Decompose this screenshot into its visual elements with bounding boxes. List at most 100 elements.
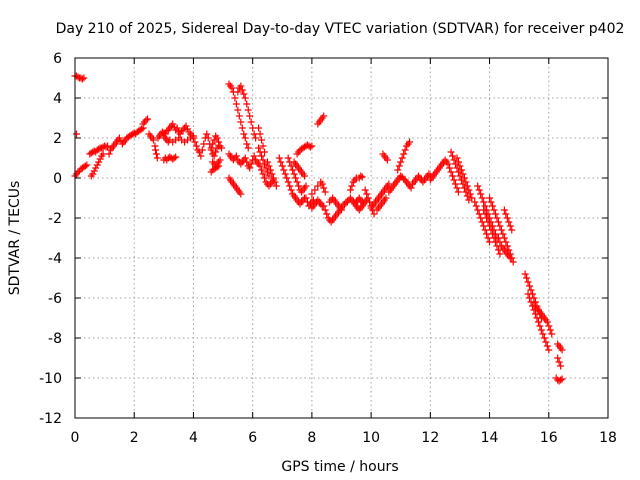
data-point [545, 322, 553, 330]
data-point [496, 238, 504, 246]
data-point [557, 362, 565, 370]
y-tick-label: -4 [48, 251, 62, 267]
data-point [456, 162, 464, 170]
data-point [200, 140, 208, 148]
data-point [486, 194, 494, 202]
data-point [295, 182, 303, 190]
data-point [491, 210, 499, 218]
data-point [95, 145, 103, 153]
data-point [237, 82, 245, 90]
data-point [320, 202, 328, 210]
data-point [450, 176, 458, 184]
data-point [259, 156, 267, 164]
data-point [468, 194, 476, 202]
data-point [250, 152, 258, 160]
data-point [480, 206, 488, 214]
data-point [527, 286, 535, 294]
data-point [542, 338, 550, 346]
data-point [204, 134, 212, 142]
data-point [261, 174, 269, 182]
data-point [487, 198, 495, 206]
data-point [308, 190, 316, 198]
data-point [446, 164, 454, 172]
data-point [215, 142, 223, 150]
y-tick-label: 0 [53, 171, 62, 187]
data-point [554, 354, 562, 362]
data-point [457, 166, 465, 174]
data-point [480, 222, 488, 230]
data-point [178, 127, 186, 135]
data-point [505, 218, 513, 226]
data-point [449, 172, 457, 180]
x-tick-label: 4 [189, 430, 198, 446]
data-point [401, 146, 409, 154]
data-point [176, 130, 184, 138]
data-point [169, 120, 177, 128]
data-point [72, 130, 80, 138]
data-point [232, 152, 240, 160]
data-point [483, 214, 491, 222]
x-tick-label: 12 [421, 430, 439, 446]
data-point [259, 170, 267, 178]
x-tick-label: 14 [481, 430, 499, 446]
data-point [228, 84, 236, 92]
data-point [533, 314, 541, 322]
data-point [142, 116, 150, 124]
data-point [240, 90, 248, 98]
data-point [247, 160, 255, 168]
data-point [484, 234, 492, 242]
data-point [237, 190, 245, 198]
data-point [320, 184, 328, 192]
data-point [454, 188, 462, 196]
data-point [210, 152, 218, 160]
data-point [90, 147, 98, 155]
data-point [284, 154, 292, 162]
data-point [471, 198, 479, 206]
data-point [241, 94, 249, 102]
x-tick-label: 0 [71, 430, 80, 446]
data-point [466, 190, 474, 198]
data-point [320, 112, 328, 120]
data-point [243, 158, 251, 166]
data-point [300, 172, 308, 180]
grid-lines [75, 58, 608, 418]
data-point [74, 168, 82, 176]
data-point [258, 166, 266, 174]
data-point [536, 322, 544, 330]
x-tick-label: 6 [248, 430, 257, 446]
data-point [78, 75, 86, 83]
data-point [357, 172, 365, 180]
data-point [207, 146, 215, 154]
data-point [152, 150, 160, 158]
data-point [258, 136, 266, 144]
x-tick-label: 8 [307, 430, 316, 446]
data-point [496, 222, 504, 230]
y-tick-label: -6 [48, 291, 62, 307]
x-tick-label: 18 [599, 430, 617, 446]
data-point [486, 238, 494, 246]
data-point [215, 162, 223, 170]
data-point [346, 186, 354, 194]
data-point [338, 206, 345, 214]
data-point [383, 156, 391, 164]
data-point [398, 154, 406, 162]
data-point [366, 198, 374, 206]
data-point [481, 226, 489, 234]
data-point [348, 182, 356, 190]
data-point [268, 170, 276, 178]
data-point [474, 206, 482, 214]
data-point [478, 194, 486, 202]
data-point [474, 182, 482, 190]
data-point [370, 210, 378, 218]
data-point [284, 178, 292, 186]
data-point [472, 202, 480, 210]
data-point [247, 118, 255, 126]
data-point [172, 153, 180, 161]
data-point [234, 88, 242, 96]
data-point [244, 106, 252, 114]
data-point [182, 122, 190, 130]
data-point [144, 115, 152, 123]
data-point [238, 86, 246, 94]
data-point [382, 194, 390, 202]
